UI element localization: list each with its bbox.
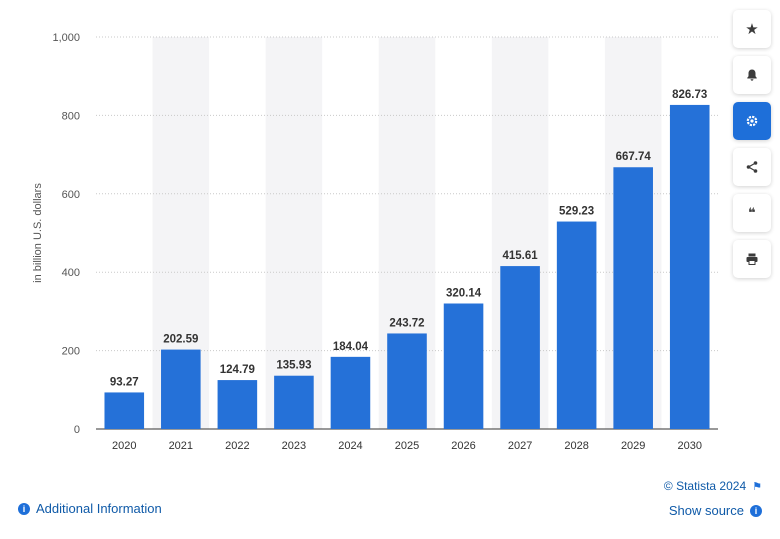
- column-band: [265, 37, 323, 429]
- gear-icon: [746, 115, 758, 127]
- bar-2024: [330, 356, 371, 429]
- x-tick-label: 2024: [338, 440, 362, 452]
- bar-2028: [556, 221, 597, 429]
- data-label: 243.72: [389, 317, 424, 329]
- bar-2026: [443, 303, 484, 429]
- cite-button[interactable]: ❝: [733, 194, 771, 232]
- bell-icon: [747, 69, 757, 81]
- bar-2030: [669, 104, 710, 429]
- copyright[interactable]: © Statista 2024 ⚑: [664, 479, 762, 493]
- x-tick-label: 2021: [169, 440, 193, 452]
- bar-chart: 0 200 400 600 800 1,000 93.27 2020 202.59 2021 124…: [52, 32, 718, 452]
- data-label: 826.73: [672, 89, 707, 101]
- y-tick-label: 200: [62, 346, 80, 358]
- x-tick-label: 2022: [225, 440, 249, 452]
- y-tick-label: 600: [62, 189, 80, 201]
- print-button[interactable]: [733, 240, 771, 278]
- x-tick-label: 2028: [564, 440, 588, 452]
- data-label: 529.23: [559, 206, 594, 218]
- share-icon: [746, 161, 758, 173]
- bar-2021: [161, 349, 201, 429]
- notification-button[interactable]: [733, 56, 771, 94]
- bar-2023: [274, 375, 314, 429]
- bar-2029: [613, 167, 653, 430]
- y-tick-label: 400: [62, 267, 80, 279]
- x-tick-label: 2023: [282, 440, 306, 452]
- share-button[interactable]: [733, 148, 771, 186]
- flag-icon: ⚑: [752, 480, 762, 493]
- y-tick-label: 1,000: [52, 32, 80, 44]
- y-tick-label: 0: [74, 424, 80, 436]
- info-icon: i: [18, 502, 30, 515]
- x-tick-label: 2029: [621, 440, 645, 452]
- bar-2027: [500, 266, 540, 429]
- y-tick-label: 800: [62, 110, 80, 122]
- bar-2025: [387, 333, 427, 429]
- x-tick-label: 2030: [677, 440, 701, 452]
- data-label: 320.14: [446, 288, 482, 300]
- chart-toolbar: ★ ❝: [733, 10, 773, 286]
- data-label: 184.04: [333, 341, 369, 353]
- data-label: 415.61: [502, 250, 538, 262]
- x-tick-label: 2020: [112, 440, 136, 452]
- bar-2020: [104, 392, 145, 429]
- quote-icon: ❝: [748, 205, 756, 220]
- additional-information-label: Additional Information: [36, 501, 162, 516]
- x-tick-label: 2027: [508, 440, 532, 452]
- star-icon: ★: [745, 21, 759, 38]
- settings-button[interactable]: [733, 102, 771, 140]
- bar-2022: [217, 380, 258, 429]
- data-label: 667.74: [616, 151, 652, 163]
- y-axis-label: in billion U.S. dollars: [32, 183, 44, 283]
- favorite-button[interactable]: ★: [733, 10, 771, 48]
- x-tick-label: 2026: [451, 440, 475, 452]
- x-tick-label: 2025: [395, 440, 419, 452]
- data-label: 93.27: [110, 376, 139, 388]
- additional-information-link[interactable]: i Additional Information: [18, 501, 162, 516]
- info-icon: i: [750, 504, 762, 517]
- show-source-label: Show source: [668, 503, 744, 518]
- data-label: 202.59: [163, 334, 198, 346]
- data-label: 135.93: [276, 360, 311, 372]
- show-source-link[interactable]: Show source i: [669, 503, 762, 518]
- copyright-label: © Statista 2024: [663, 479, 747, 493]
- printer-icon: [746, 253, 758, 265]
- data-label: 124.79: [220, 364, 255, 376]
